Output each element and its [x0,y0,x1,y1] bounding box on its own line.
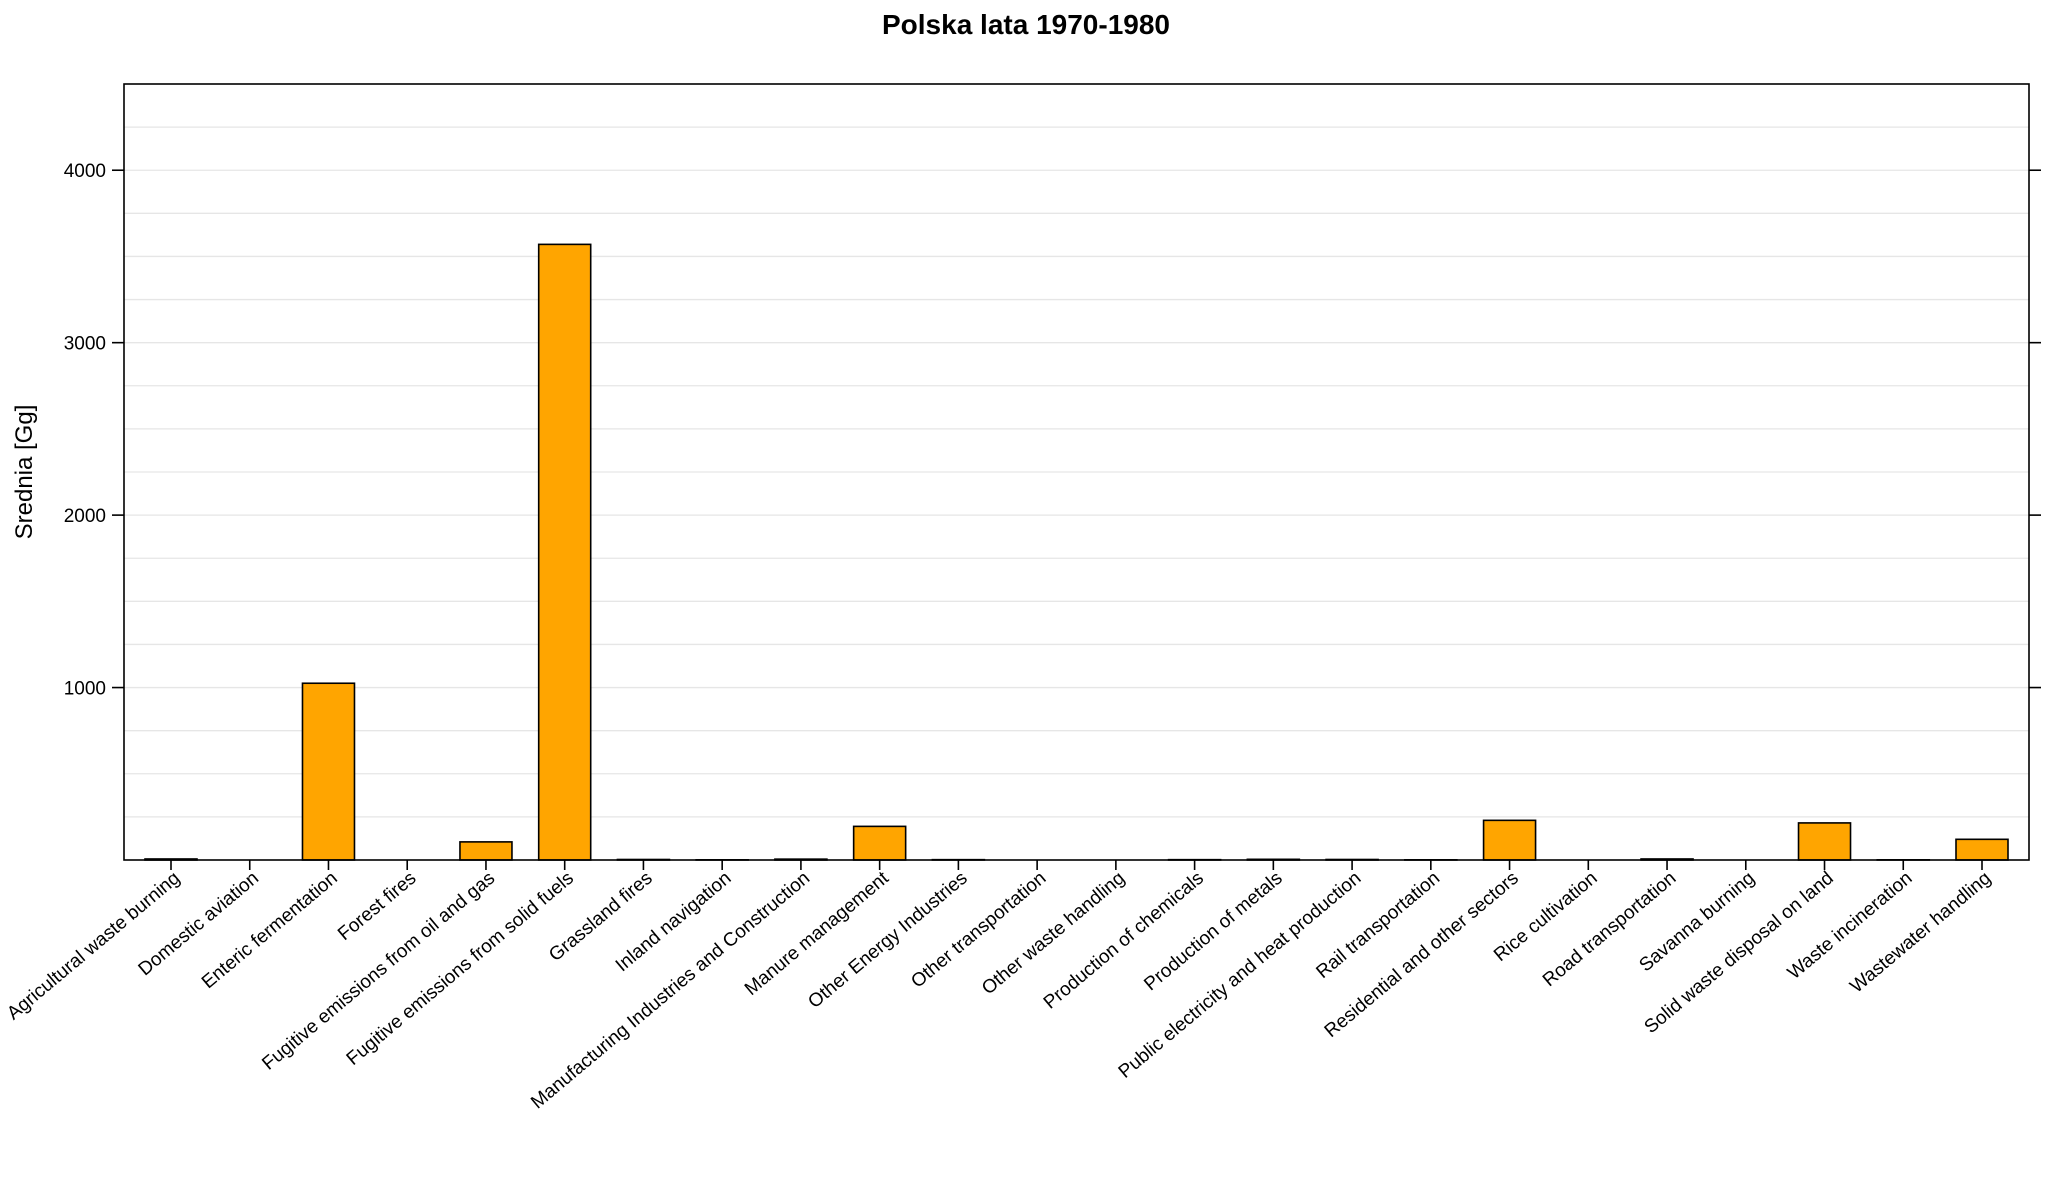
x-tick-label: Enteric fermentation [198,868,342,993]
bar [1482,819,1537,861]
x-tick-label: Other waste handling [978,868,1129,1000]
chart-title: Polska lata 1970-1980 [882,9,1170,40]
grid [124,126,2029,818]
y-tick-label: 3000 [64,334,106,355]
bars [144,243,2009,861]
x-tick-label: Production of metals [1140,868,1286,995]
x-tick-label: Other transportation [907,868,1050,993]
y-axis-label: Srednia [Gg] [11,405,38,540]
y-tick-label: 2000 [64,506,106,527]
bar [852,825,907,861]
bar [1955,838,2009,861]
x-tick-label: Production of chemicals [1040,868,1208,1014]
x-tick-label: Road transportation [1539,868,1680,991]
x-tick-label: Manure management [741,867,893,1000]
x-tick-label: Wastewater handling [1846,868,1995,998]
plot-frame [123,83,2030,861]
bar [459,841,513,861]
y-tick-label: 1000 [64,679,106,700]
y-tick-label: 4000 [64,161,106,182]
bar [1797,822,1852,861]
x-tick-label: Other Energy Industries [804,868,971,1013]
bar [537,243,592,861]
bar [301,682,356,861]
y-axis: 1000 2000 3000 4000 [64,161,2041,700]
x-tick-label: Manufacturing Industries and Constructio… [527,868,814,1114]
